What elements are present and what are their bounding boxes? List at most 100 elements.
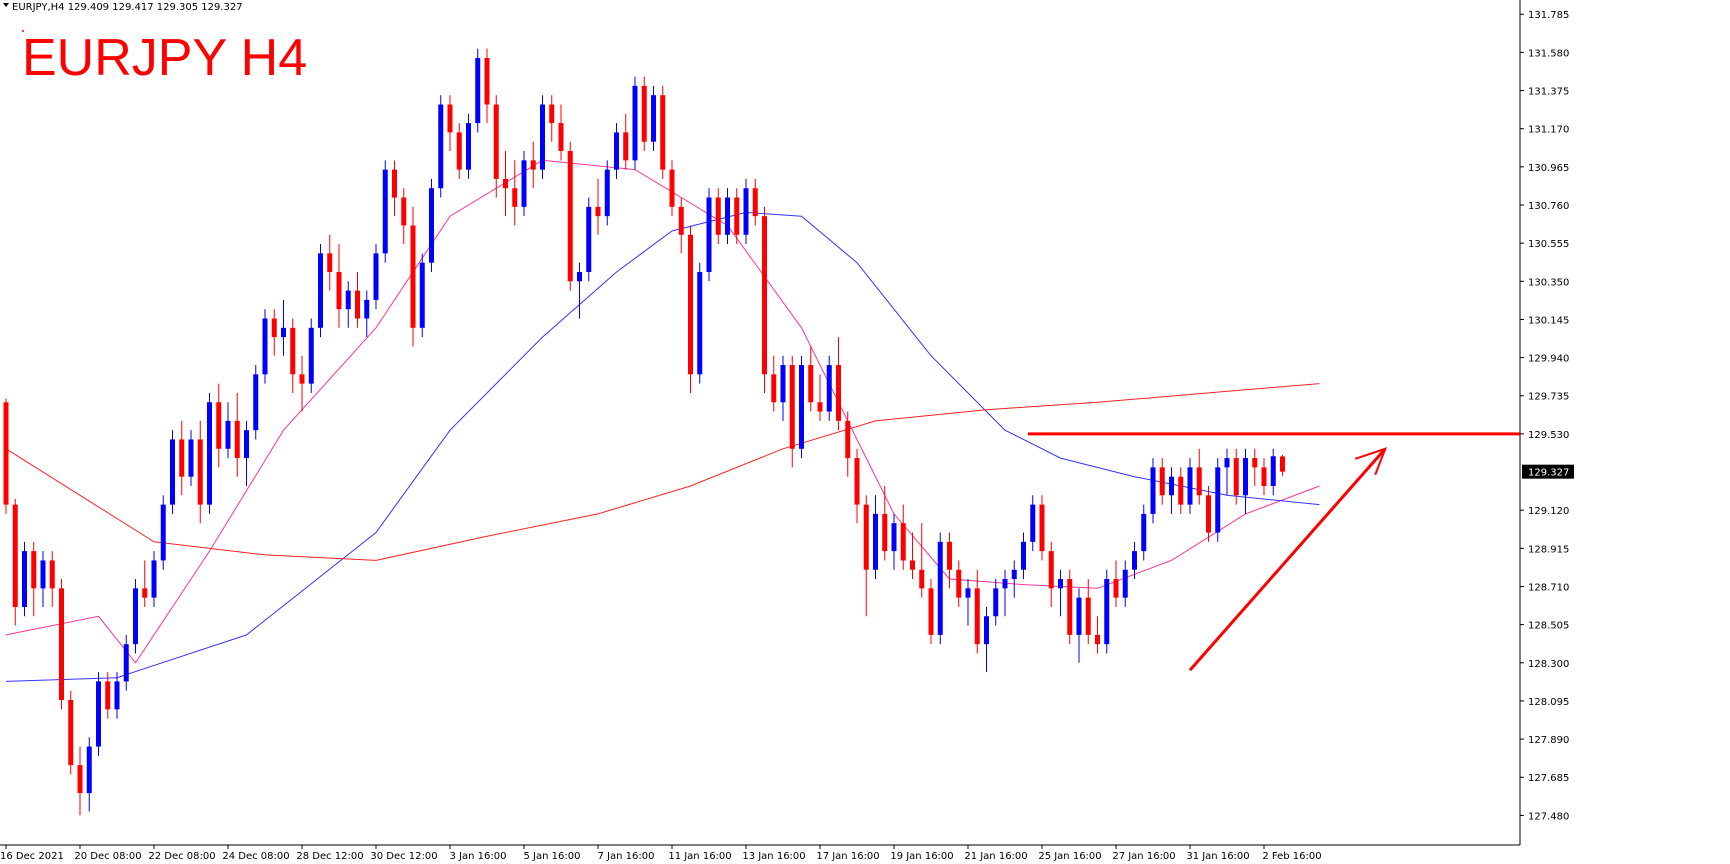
- candle: [567, 141, 573, 291]
- x-tick-label: 2 Feb 16:00: [1262, 851, 1321, 862]
- candle: [1122, 560, 1128, 607]
- candle-body: [170, 439, 175, 505]
- x-tick-label: 27 Jan 16:00: [1112, 851, 1175, 862]
- candle-body: [22, 551, 27, 607]
- candle: [105, 672, 111, 719]
- candle-body: [752, 188, 758, 217]
- candle-body: [271, 318, 277, 338]
- candle-body: [734, 197, 740, 235]
- candle: [919, 523, 925, 598]
- candle-body: [743, 188, 749, 235]
- last-price-label: 129.327: [1528, 468, 1569, 479]
- candle-body: [549, 104, 555, 124]
- candle-body: [947, 541, 952, 570]
- x-tick-label: 13 Jan 16:00: [742, 851, 805, 862]
- candle: [355, 271, 360, 328]
- candle: [382, 160, 388, 263]
- candle-body: [1150, 467, 1156, 514]
- candle-body: [1206, 495, 1211, 533]
- candle: [928, 579, 934, 645]
- candle-body: [1085, 597, 1091, 635]
- candle-body: [1243, 458, 1248, 496]
- candle: [466, 113, 471, 179]
- x-tick-label: 5 Jan 16:00: [524, 851, 581, 862]
- candle: [179, 420, 185, 496]
- candle: [207, 392, 212, 514]
- candle: [438, 95, 444, 198]
- candle-body: [68, 700, 74, 766]
- candle: [863, 495, 869, 617]
- candle-body: [1141, 513, 1147, 552]
- candle-body: [244, 430, 249, 459]
- y-tick-label: 129.735: [1528, 392, 1569, 403]
- candle-body: [308, 327, 314, 384]
- candle: [31, 541, 37, 617]
- last-price-tag: [1522, 464, 1574, 479]
- candle-body: [530, 160, 536, 170]
- candle: [170, 430, 175, 514]
- candle: [521, 151, 527, 217]
- y-tick-label: 127.890: [1528, 735, 1569, 746]
- candle: [910, 532, 915, 580]
- candle-body: [780, 365, 786, 403]
- candle-body: [1076, 597, 1082, 635]
- candle: [299, 355, 305, 412]
- candle-body: [697, 271, 703, 375]
- candle-body: [993, 588, 999, 617]
- candle: [401, 188, 407, 245]
- candle-body: [1021, 541, 1026, 570]
- candle-body: [826, 365, 832, 412]
- candle: [1150, 458, 1156, 524]
- candle-body: [1178, 476, 1184, 505]
- candle: [234, 392, 240, 477]
- candle: [1021, 532, 1026, 580]
- candle-body: [919, 569, 925, 589]
- candle-body: [197, 439, 203, 505]
- candle-body: [327, 253, 333, 272]
- candle: [253, 365, 259, 440]
- candle-body: [456, 132, 462, 170]
- candle-body: [493, 104, 499, 179]
- candle: [1187, 458, 1193, 514]
- axes: [0, 0, 1524, 849]
- x-tick-label: 22 Dec 08:00: [148, 851, 215, 862]
- candle: [22, 541, 27, 617]
- y-tick-label: 130.965: [1528, 163, 1569, 174]
- candle: [1067, 569, 1073, 645]
- candle: [456, 123, 462, 179]
- candle-body: [882, 513, 888, 552]
- candle: [965, 579, 971, 626]
- candle-body: [808, 365, 814, 403]
- candle: [197, 420, 203, 524]
- candle-body: [345, 290, 351, 310]
- x-tick-label: 3 Jan 16:00: [450, 851, 507, 862]
- x-tick-label: 20 Dec 08:00: [74, 851, 141, 862]
- candle: [503, 151, 508, 217]
- candle: [937, 532, 943, 645]
- candle: [974, 569, 980, 654]
- candle-body: [937, 541, 943, 635]
- candle: [86, 737, 92, 812]
- y-tick-label: 128.710: [1528, 582, 1569, 593]
- candle-body: [688, 234, 693, 375]
- candle-body: [762, 216, 767, 375]
- candle: [1206, 485, 1211, 542]
- candle: [1233, 448, 1239, 505]
- candle: [1076, 588, 1082, 663]
- candle: [780, 355, 786, 421]
- collapse-triangle-icon[interactable]: [3, 3, 9, 7]
- candle-body: [281, 327, 286, 338]
- candle-body: [1261, 467, 1267, 486]
- candle: [1030, 495, 1036, 552]
- candle: [817, 374, 823, 421]
- candle: [1058, 569, 1063, 617]
- tick-labels: 131.785 131.580 131.375 131.170 130.965 130.7…: [0, 10, 1574, 862]
- candle: [651, 85, 656, 152]
- candle-body: [984, 616, 989, 645]
- candle: [743, 178, 749, 245]
- candle: [632, 76, 638, 170]
- candle: [1039, 495, 1045, 561]
- y-tick-label: 128.095: [1528, 697, 1569, 708]
- candle: [678, 197, 684, 254]
